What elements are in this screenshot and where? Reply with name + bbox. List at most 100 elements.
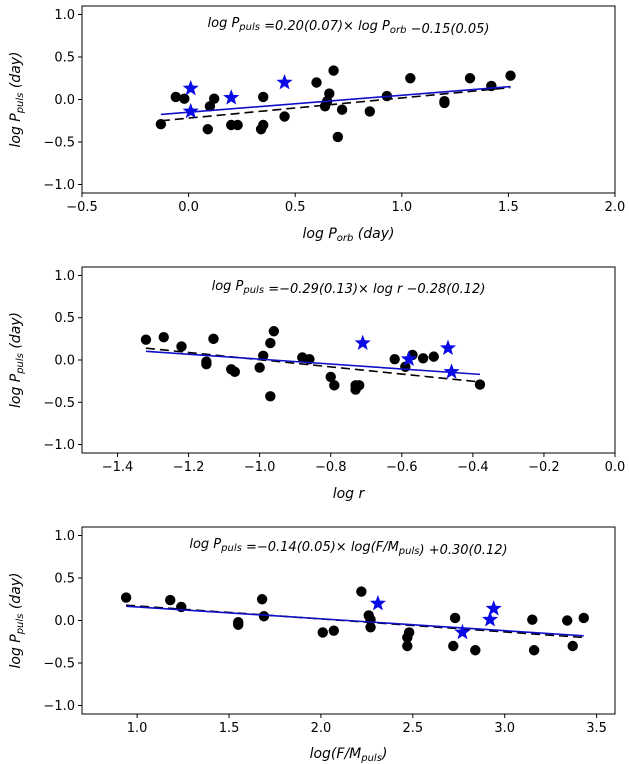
data-point-circle	[170, 91, 182, 103]
equation-subscript: puls	[398, 546, 420, 557]
y-axis-label: log Ppuls (day)	[8, 312, 26, 408]
data-point-circle	[317, 627, 328, 638]
x-axis-label: log(F/Mpuls)	[310, 746, 388, 764]
x-tick-label: 0.5	[285, 200, 306, 215]
panel-orbital-period: −0.5 0.0 0.5 1.0 1.5 2.0 −1.0 −0.5 0.0 0.5 1.0 log …	[8, 5, 626, 244]
equation-part: log P	[208, 16, 240, 31]
x-tick-label: 0.0	[178, 200, 199, 215]
data-point-circle	[229, 366, 240, 378]
data-point-circle	[364, 106, 376, 117]
label-subscript: orb	[337, 233, 354, 244]
data-point-circle	[279, 111, 290, 122]
equation-part: log P	[212, 279, 244, 294]
data-point-star	[481, 611, 499, 627]
data-point-circle	[165, 594, 176, 606]
x-axis-label: log r	[333, 486, 366, 502]
label-tail: (day)	[8, 51, 24, 92]
data-point-star	[400, 350, 417, 367]
y-tick-label: −1.0	[43, 699, 75, 714]
data-point-circle	[202, 124, 213, 135]
x-tick-label: −0.6	[386, 460, 418, 475]
fit-line-solid	[126, 605, 584, 637]
x-tick-label: −1.4	[102, 460, 134, 475]
data-point-circle	[120, 592, 132, 603]
equation-subscript: puls	[238, 22, 260, 33]
data-point-circle	[448, 640, 459, 652]
data-point-circle	[562, 615, 573, 626]
label-main: log P	[8, 113, 24, 148]
data-point-circle	[474, 379, 486, 390]
data-point-circle	[470, 645, 481, 656]
x-tick-label: −1.2	[173, 460, 205, 475]
data-point-circle	[268, 326, 280, 337]
y-tick-label: −0.5	[43, 396, 75, 411]
y-tick-label: −0.5	[43, 136, 75, 151]
data-point-circle	[527, 614, 538, 625]
equation-part: log P	[189, 537, 221, 552]
data-point-star	[369, 595, 386, 611]
data-point-circle	[208, 93, 220, 104]
data-point-circle	[140, 334, 152, 345]
equation-part: =−0.29(0.13)× log r −0.28(0.12)	[264, 282, 485, 297]
equation-part: =0.20(0.07)× log P	[260, 19, 390, 34]
data-point-circle	[505, 70, 516, 81]
data-point-circle	[578, 612, 589, 624]
label-tail: )	[381, 746, 387, 762]
x-tick-label: −0.4	[457, 460, 489, 475]
data-point-circle	[204, 101, 216, 112]
fit-line-solid	[160, 85, 511, 116]
data-point-circle	[256, 594, 268, 605]
y-tick-label: 0.0	[54, 93, 75, 108]
y-tick-label: 1.0	[54, 269, 75, 284]
data-point-circle	[528, 645, 540, 656]
x-axis-label: log Porb (day)	[303, 226, 395, 244]
label-main: log P	[303, 226, 338, 242]
y-tick-label: 0.5	[54, 311, 75, 326]
equation-subscript: puls	[242, 285, 264, 296]
data-point-circle	[405, 73, 416, 84]
y-tick-label: 0.0	[54, 614, 75, 629]
data-point-circle	[265, 337, 276, 349]
label-tail: (day)	[8, 572, 24, 613]
fit-line-solid	[145, 350, 481, 376]
x-tick-label: 2.0	[605, 200, 626, 215]
x-tick-label: 3.0	[494, 721, 515, 736]
x-tick-label: 1.0	[391, 200, 412, 215]
data-point-star	[439, 339, 457, 356]
panel-log-f-m: 1.0 1.5 2.0 2.5 3.0 3.5 −1.0 −0.5 0.0 0.5 1.0 log(F…	[8, 526, 616, 764]
data-point-circle	[328, 65, 339, 76]
y-tick-label: 0.5	[54, 51, 75, 66]
data-point-circle	[336, 104, 348, 115]
data-point-circle	[325, 371, 336, 383]
data-point-circle	[365, 622, 376, 633]
y-axis-label: log Ppuls (day)	[8, 51, 26, 147]
data-point-circle	[179, 93, 190, 104]
data-point-star	[454, 623, 471, 640]
data-point-circle	[449, 612, 461, 624]
data-point-circle	[208, 333, 219, 345]
y-tick-label: −1.0	[43, 438, 75, 453]
data-point-circle	[389, 353, 400, 365]
label-subscript: puls	[15, 614, 26, 636]
data-point-circle	[403, 627, 415, 638]
fit-equation: log Ppuls =−0.14(0.05)× log(F/Mpuls) +0.…	[189, 537, 507, 558]
data-point-circle	[232, 119, 243, 131]
data-point-circle	[258, 611, 270, 622]
data-point-star	[223, 89, 240, 105]
fit-line-dashed	[160, 86, 511, 122]
data-point-circle	[233, 619, 244, 630]
data-point-star	[443, 363, 460, 379]
label-subscript: puls	[15, 93, 26, 115]
x-tick-label: −1.0	[244, 460, 276, 475]
data-point-circle	[311, 77, 322, 88]
label-subscript: puls	[360, 753, 382, 764]
y-tick-label: 1.0	[54, 8, 75, 23]
data-point-star	[182, 102, 199, 119]
y-tick-label: −0.5	[43, 657, 75, 672]
y-tick-label: 0.0	[54, 354, 75, 369]
equation-subscript: orb	[390, 25, 407, 36]
label-main: log P	[8, 373, 24, 408]
data-point-circle	[324, 88, 335, 99]
x-tick-label: −0.8	[315, 460, 347, 475]
